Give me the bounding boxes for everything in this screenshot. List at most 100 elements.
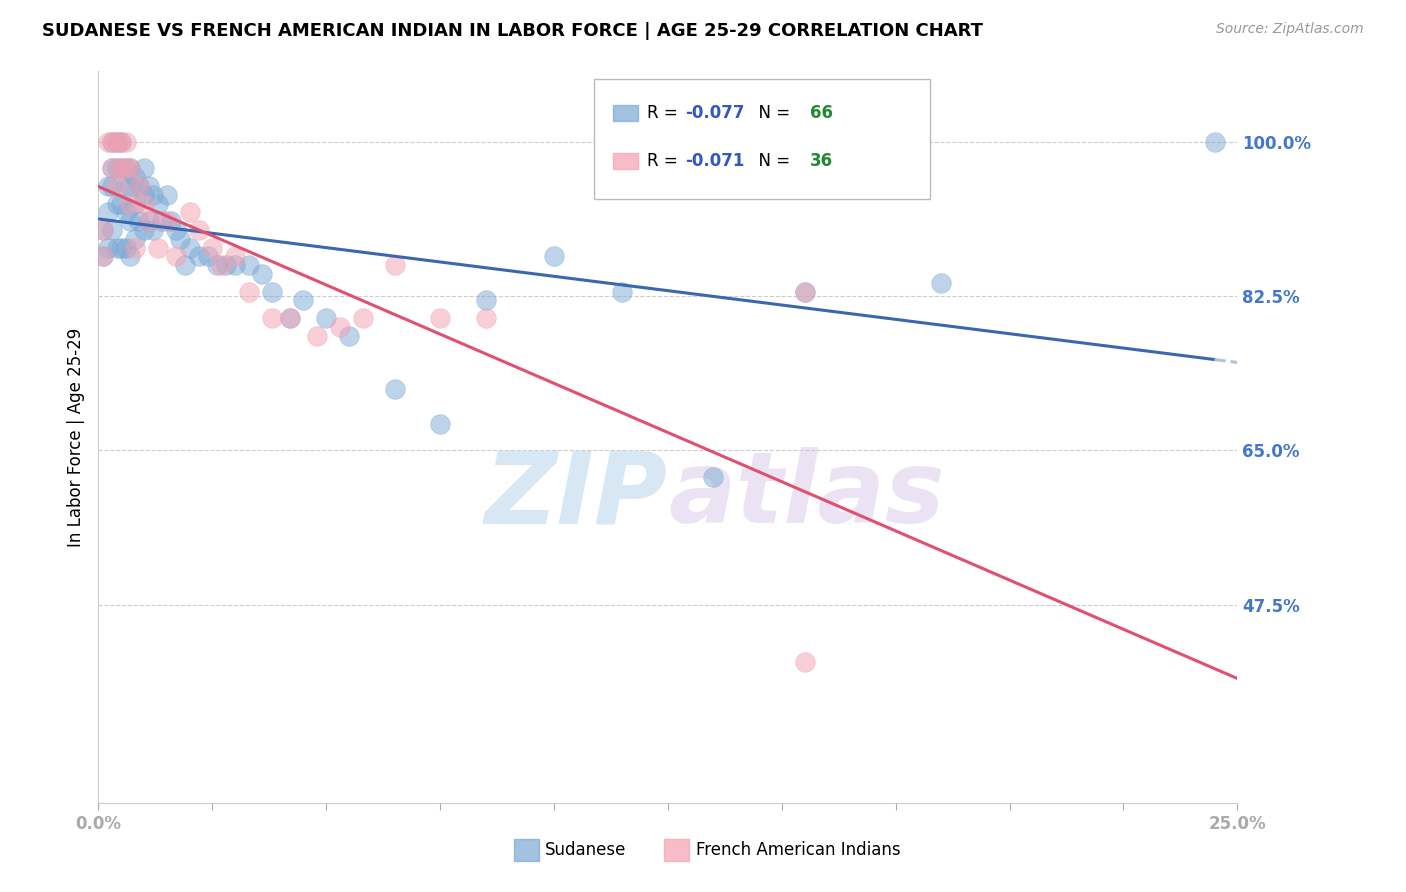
Point [142,223,165,237]
Point [929,276,952,290]
Point [146,196,169,211]
Point [187,223,209,237]
Text: atlas: atlas [668,447,945,544]
Point [179,241,201,255]
Point [224,249,246,263]
Point [474,293,496,308]
FancyBboxPatch shape [665,839,689,862]
Point [252,267,274,281]
Point [128,214,150,228]
Point [96,178,118,193]
Point [138,214,160,228]
Point [238,258,260,272]
Point [114,241,136,255]
Point [110,196,132,211]
Point [156,214,179,228]
Text: R =: R = [647,104,683,122]
Point [307,328,329,343]
Text: Sudanese: Sudanese [546,841,626,859]
Point [96,241,118,255]
Point [110,161,132,176]
Text: R =: R = [647,153,683,170]
Point [201,241,224,255]
Point [114,205,136,219]
Point [702,469,724,483]
Point [165,223,187,237]
Text: Source: ZipAtlas.com: Source: ZipAtlas.com [1216,22,1364,37]
Point [278,311,301,326]
Point [105,161,128,176]
Y-axis label: In Labor Force | Age 25-29: In Labor Force | Age 25-29 [66,327,84,547]
Point [105,135,128,149]
Point [337,328,360,343]
Point [278,311,301,326]
Text: N =: N = [748,153,794,170]
Point [474,311,496,326]
Point [120,178,142,193]
Point [124,170,146,185]
Text: 66: 66 [810,104,834,122]
Point [101,135,124,149]
Point [128,178,150,193]
Point [793,655,815,669]
Text: ZIP: ZIP [485,447,668,544]
Point [329,320,352,334]
Text: N =: N = [748,104,794,122]
Point [429,311,451,326]
Point [101,135,124,149]
Point [165,249,187,263]
Point [110,161,132,176]
Point [120,214,142,228]
Point [224,258,246,272]
Point [197,249,219,263]
Point [169,232,191,246]
Point [384,258,406,272]
Point [156,187,179,202]
FancyBboxPatch shape [593,78,929,200]
Point [138,178,160,193]
Point [238,285,260,299]
FancyBboxPatch shape [515,839,538,862]
Point [150,214,173,228]
Text: French American Indians: French American Indians [696,841,901,859]
Point [91,223,114,237]
Point [91,249,114,263]
Point [174,258,197,272]
Point [96,205,118,219]
Point [132,161,155,176]
Point [793,285,815,299]
Point [124,232,146,246]
Point [179,205,201,219]
FancyBboxPatch shape [613,105,638,121]
Text: SUDANESE VS FRENCH AMERICAN INDIAN IN LABOR FORCE | AGE 25-29 CORRELATION CHART: SUDANESE VS FRENCH AMERICAN INDIAN IN LA… [42,22,983,40]
Point [128,178,150,193]
Point [205,258,228,272]
Point [132,187,155,202]
Point [215,258,238,272]
Point [91,249,114,263]
Point [101,178,124,193]
Point [96,135,118,149]
Point [114,135,136,149]
Text: -0.077: -0.077 [685,104,744,122]
Point [124,196,146,211]
Point [101,161,124,176]
Point [110,135,132,149]
Point [91,223,114,237]
Point [429,417,451,431]
Point [1204,135,1226,149]
Point [384,382,406,396]
Text: -0.071: -0.071 [685,153,744,170]
Point [793,285,815,299]
Point [120,196,142,211]
Point [101,161,124,176]
Point [132,223,155,237]
Point [142,187,165,202]
Point [120,161,142,176]
Point [114,161,136,176]
Point [105,196,128,211]
Point [105,241,128,255]
Point [352,311,374,326]
Point [612,285,634,299]
Point [146,241,169,255]
